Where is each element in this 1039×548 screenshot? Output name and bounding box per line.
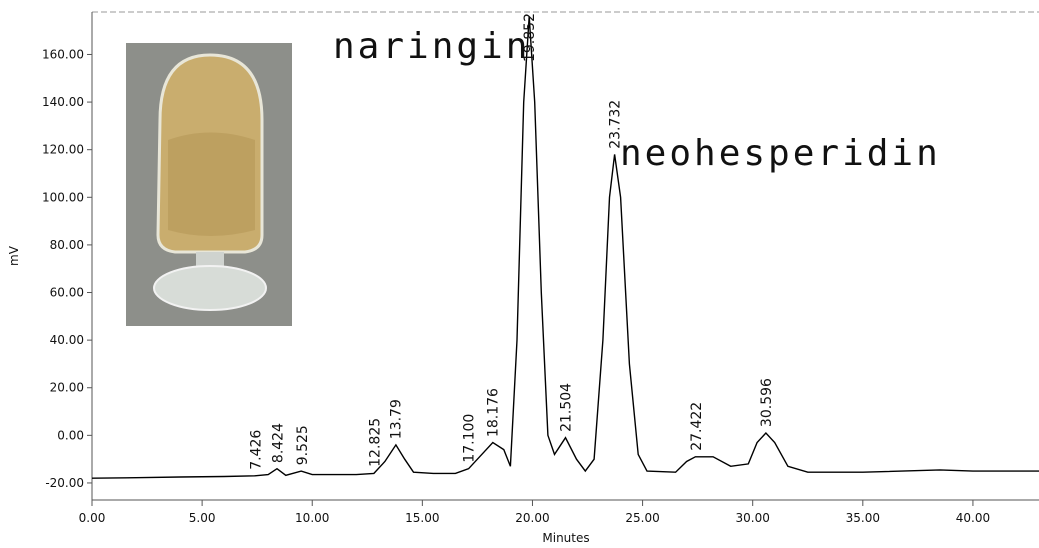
peak-label: 19.852 bbox=[522, 13, 538, 62]
y-tick-label: 60.00 bbox=[50, 286, 84, 300]
x-tick-label: 20.00 bbox=[515, 511, 549, 525]
x-tick-label: 0.00 bbox=[79, 511, 106, 525]
peak-label: 12.825 bbox=[367, 418, 383, 467]
y-tick-label: 20.00 bbox=[50, 381, 84, 395]
y-tick-label: 0.00 bbox=[57, 428, 84, 442]
y-tick-label: 120.00 bbox=[42, 143, 84, 157]
annotation: neohesperidin bbox=[620, 133, 941, 174]
peak-label: 30.596 bbox=[759, 378, 775, 427]
x-tick-label: 40.00 bbox=[956, 511, 990, 525]
peak-label: 18.176 bbox=[485, 388, 501, 437]
x-tick-label: 5.00 bbox=[189, 511, 216, 525]
peak-label: 27.422 bbox=[689, 402, 705, 451]
y-tick-label: 140.00 bbox=[42, 95, 84, 109]
jar-neck bbox=[196, 252, 224, 266]
peak-label: 21.504 bbox=[559, 383, 575, 432]
x-tick-label: 15.00 bbox=[405, 511, 439, 525]
x-axis-label: Minutes bbox=[542, 531, 589, 545]
peak-label: 23.732 bbox=[608, 100, 624, 149]
y-tick-label: -20.00 bbox=[45, 476, 84, 490]
peak-label: 7.426 bbox=[249, 430, 265, 470]
jar-base bbox=[153, 265, 267, 311]
jar-powder bbox=[168, 132, 255, 236]
x-tick-label: 25.00 bbox=[625, 511, 659, 525]
x-tick-label: 10.00 bbox=[295, 511, 329, 525]
peak-label: 9.525 bbox=[295, 425, 311, 465]
x-tick-label: 35.00 bbox=[846, 511, 880, 525]
y-axis-label: mV bbox=[7, 245, 21, 266]
y-tick-label: 160.00 bbox=[42, 47, 84, 61]
y-tick-label: 100.00 bbox=[42, 190, 84, 204]
y-tick-label: 80.00 bbox=[50, 238, 84, 252]
x-tick-label: 30.00 bbox=[736, 511, 770, 525]
sample-photo bbox=[126, 43, 292, 326]
annotation: naringin bbox=[333, 26, 530, 67]
y-tick-label: 40.00 bbox=[50, 333, 84, 347]
peak-label: 8.424 bbox=[271, 423, 287, 463]
peak-label: 13.79 bbox=[389, 399, 405, 439]
chromatogram-line bbox=[91, 16, 1039, 479]
peak-label: 17.100 bbox=[462, 414, 478, 463]
